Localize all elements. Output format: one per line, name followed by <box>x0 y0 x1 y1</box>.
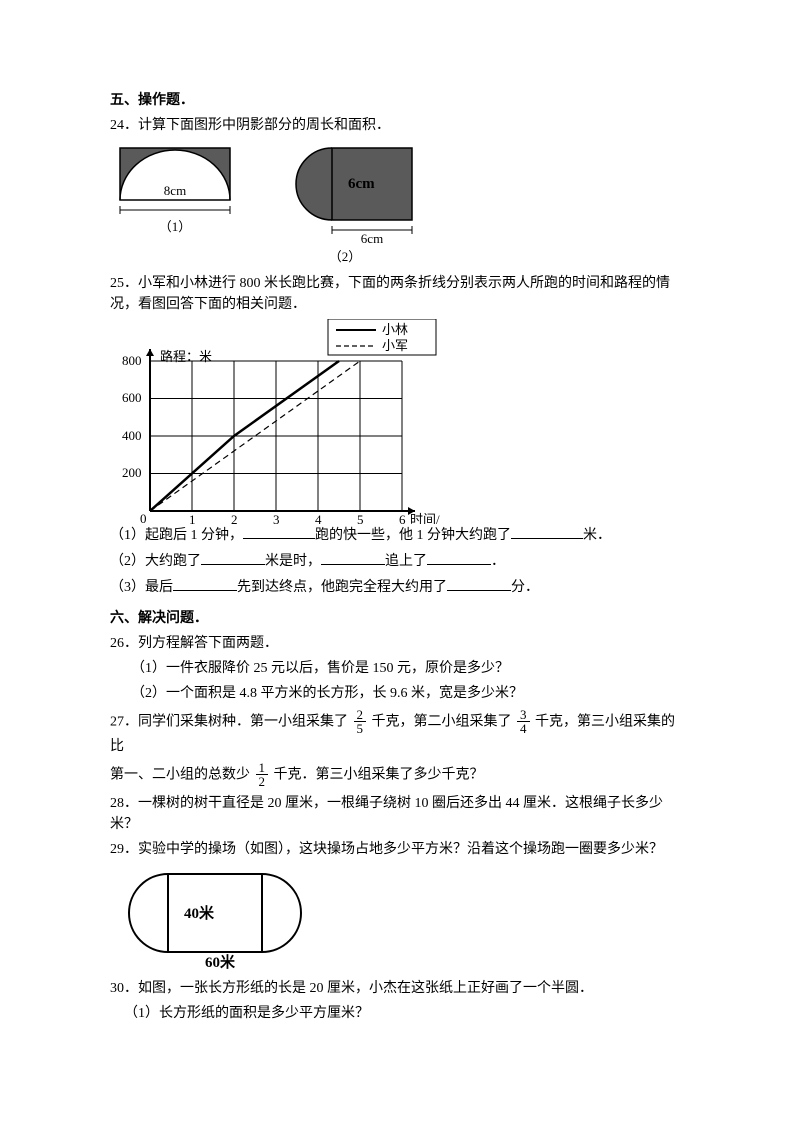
blank[interactable] <box>427 550 491 565</box>
q26-s2: （2）一个面积是 4.8 平方米的长方形，长 9.6 米，宽是多少米？ <box>110 683 683 704</box>
q24-fig1-label: 8cm <box>164 183 186 198</box>
q26-s1: （1）一件衣服降价 25 元以后，售价是 150 元，原价是多少？ <box>110 658 683 679</box>
q29-fig: 40米 60米 <box>110 864 320 974</box>
q27-b: 千克，第二小组采集了 <box>372 714 512 729</box>
q29-width-label: 60米 <box>205 953 236 971</box>
blank[interactable] <box>201 550 265 565</box>
q25-s3-b: 先到达终点，他跑完全程大约用了 <box>237 580 447 595</box>
xtick-6: 6 <box>399 512 406 524</box>
q30-s1: （1）长方形纸的面积是多少平方厘米？ <box>110 1003 683 1024</box>
q24-figures: 8cm （1） 6cm 6cm （2） <box>110 140 683 267</box>
q30-text: 30．如图，一张长方形纸的长是 20 厘米，小杰在这张纸上正好画了一个半圆． <box>110 978 683 999</box>
q25-s2-c: 追上了 <box>385 554 427 569</box>
q29-text: 29．实验中学的操场（如图），这块操场占地多少平方米？沿着这个操场跑一圈要多少米… <box>110 839 683 860</box>
q25-s3-c: 分． <box>511 580 539 595</box>
xtick-5: 5 <box>357 512 364 524</box>
frac-den: 4 <box>517 722 530 736</box>
ytick-800: 800 <box>122 353 142 368</box>
q25-s3: （3）最后 先到达终点，他跑完全程大约用了 分． <box>110 576 683 598</box>
q24-fig1-caption: （1） <box>159 217 192 237</box>
q25-s1: （1）起跑后 1 分钟， 跑的快一些，他 1 分钟大约跑了 米． <box>110 524 683 546</box>
frac-num: 3 <box>517 708 530 723</box>
q25-s1-a: （1）起跑后 1 分钟， <box>110 528 243 543</box>
fraction-1-2: 12 <box>256 761 269 789</box>
q25-s3-a: （3）最后 <box>110 580 173 595</box>
q27-l2b: 千克．第三小组采集了多少千克？ <box>274 767 484 782</box>
section-5-title: 五、操作题． <box>110 90 683 111</box>
blank[interactable] <box>511 524 583 539</box>
y-axis-label: 路程：米 <box>160 349 212 364</box>
xtick-2: 2 <box>231 512 238 524</box>
q24-fig2: 6cm 6cm （2） <box>270 140 420 267</box>
blank[interactable] <box>321 550 385 565</box>
q25-s2: （2）大约跑了 米是时， 追上了 ． <box>110 550 683 572</box>
frac-num: 2 <box>354 708 367 723</box>
blank[interactable] <box>447 576 511 591</box>
xtick-4: 4 <box>315 512 322 524</box>
q25-s2-d: ． <box>491 554 505 569</box>
q25-s2-b: 米是时， <box>265 554 321 569</box>
ytick-600: 600 <box>122 390 142 405</box>
ytick-400: 400 <box>122 428 142 443</box>
frac-num: 1 <box>256 761 269 776</box>
blank[interactable] <box>243 524 315 539</box>
q25-s2-a: （2）大约跑了 <box>110 554 201 569</box>
x-axis-label: 时间/分 <box>410 512 440 524</box>
q25-intro: 25．小军和小林进行 800 米长跑比赛，下面的两条折线分别表示两人所跑的时间和… <box>110 273 683 315</box>
q24-fig2-top-label: 6cm <box>348 176 375 192</box>
fraction-3-4: 34 <box>517 708 530 736</box>
blank[interactable] <box>173 576 237 591</box>
xtick-1: 1 <box>189 512 196 524</box>
q24-fig2-bottom-label: 6cm <box>361 231 383 245</box>
legend-xiaolin: 小林 <box>382 322 408 337</box>
q27-line2: 第一、二小组的总数少 12 千克．第三小组采集了多少千克？ <box>110 761 683 789</box>
legend-xiaojun: 小军 <box>382 338 408 353</box>
q27-line1: 27．同学们采集树种．第一小组采集了 25 千克，第二小组采集了 34 千克，第… <box>110 708 683 757</box>
q24-fig1-svg: 8cm <box>110 140 240 215</box>
q28-text: 28．一棵树的树干直径是 20 厘米，一根绳子绕树 10 圈后还多出 44 厘米… <box>110 793 683 835</box>
q24-fig2-caption: （2） <box>329 247 362 267</box>
q24-text: 24．计算下面图形中阴影部分的周长和面积． <box>110 115 683 136</box>
section-6-title: 六、解决问题． <box>110 608 683 629</box>
q26-text: 26．列方程解答下面两题． <box>110 633 683 654</box>
frac-den: 5 <box>354 722 367 736</box>
q24-fig1: 8cm （1） <box>110 140 240 237</box>
q25-s1-b: 跑的快一些，他 1 分钟大约跑了 <box>315 528 511 543</box>
fraction-2-5: 25 <box>354 708 367 736</box>
origin-0: 0 <box>140 511 147 524</box>
xtick-3: 3 <box>273 512 280 524</box>
q25-s1-c: 米． <box>583 528 611 543</box>
q27-l2a: 第一、二小组的总数少 <box>110 767 250 782</box>
q24-fig2-svg: 6cm 6cm <box>270 140 420 245</box>
frac-den: 2 <box>256 775 269 789</box>
q29-height-label: 40米 <box>184 904 215 922</box>
ytick-200: 200 <box>122 465 142 480</box>
q25-chart: 小林 小军 路程：米 800 600 400 <box>110 319 440 524</box>
q27-a: 27．同学们采集树种．第一小组采集了 <box>110 714 348 729</box>
